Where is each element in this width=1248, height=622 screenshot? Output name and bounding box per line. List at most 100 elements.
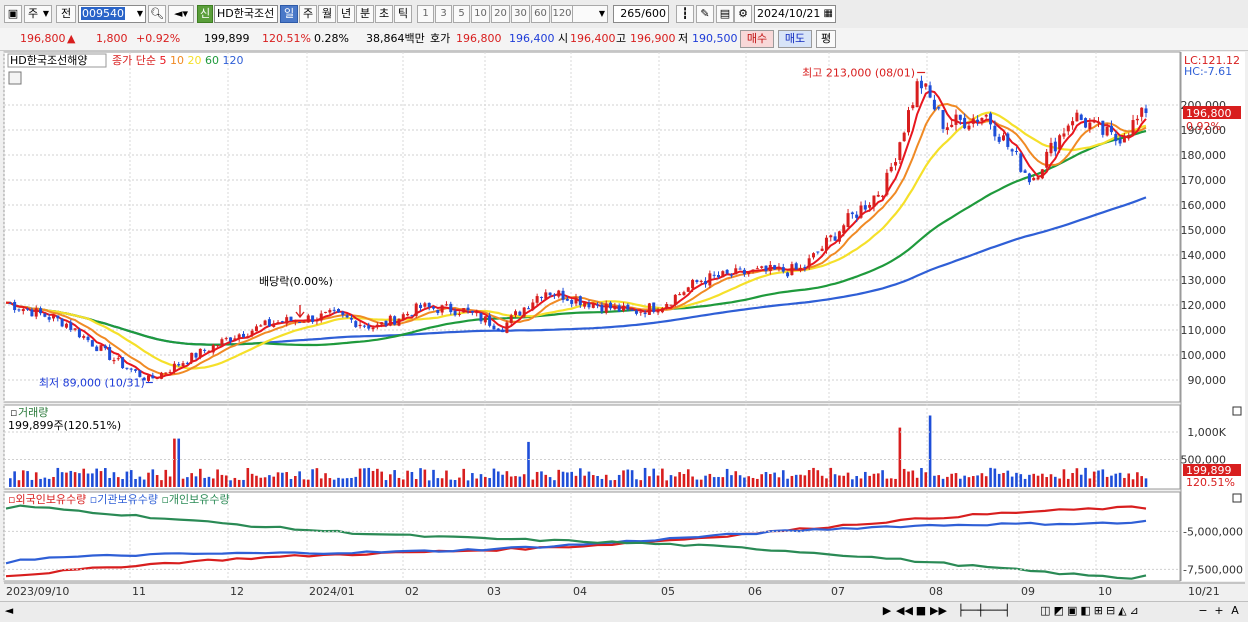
- volume-bar: [419, 468, 422, 487]
- zoom-slider[interactable]: ├──┼───┤: [957, 604, 1011, 617]
- sell-button[interactable]: 매도: [778, 30, 812, 48]
- interval-button[interactable]: 60: [531, 5, 550, 23]
- volume-bar: [984, 476, 988, 487]
- buy-button[interactable]: 매수: [740, 30, 774, 48]
- interval-button[interactable]: 20: [491, 5, 510, 23]
- candle-body: [242, 333, 245, 337]
- candle-body: [820, 248, 824, 251]
- date-input[interactable]: 2024/10/21 ▦: [754, 5, 836, 23]
- candle-body: [894, 162, 898, 166]
- bottom-scrollbar[interactable]: ◄ ▶ ◀◀ ■ ▶▶ ├──┼───┤ ◫◩▣◧⊞⊟◭⊿ − + A: [0, 601, 1248, 622]
- candle-body: [1084, 118, 1088, 128]
- timeframe-button[interactable]: 월: [318, 5, 336, 23]
- volume-bar: [298, 471, 301, 487]
- holdings-close-icon[interactable]: [1232, 493, 1242, 503]
- timeframe-button[interactable]: 일: [280, 5, 298, 23]
- volume-subtitle: 199,899주(120.51%): [8, 419, 121, 432]
- scroll-left-icon[interactable]: ◄: [4, 604, 14, 617]
- volume-bar: [380, 471, 383, 487]
- price-axis-tick: 190,000: [1181, 124, 1227, 137]
- candle-body: [1105, 126, 1109, 136]
- candle-body: [52, 315, 55, 319]
- interval-button[interactable]: 10: [471, 5, 490, 23]
- timeframe-button[interactable]: 분: [356, 5, 374, 23]
- stop-icon[interactable]: ■: [915, 604, 927, 617]
- chart-tools-icons[interactable]: ◫◩▣◧⊞⊟◭⊿: [1040, 604, 1142, 617]
- volume-bar: [99, 471, 103, 487]
- interval-button[interactable]: 120: [551, 5, 573, 23]
- count-input[interactable]: 265/600: [613, 5, 669, 23]
- rewind-icon[interactable]: ◀◀: [896, 604, 913, 617]
- volume-bar: [617, 474, 621, 487]
- interval-input[interactable]: ▼: [572, 5, 608, 23]
- volume-axis-tick: 1,000K: [1187, 426, 1226, 439]
- volume-bar: [756, 478, 759, 487]
- prev-button[interactable]: 전: [56, 5, 76, 23]
- volume-bar: [229, 480, 232, 487]
- change-percent: +0.92%: [136, 32, 181, 45]
- candle-body: [928, 85, 932, 98]
- candle-body: [539, 296, 543, 298]
- volume-bar: [613, 480, 617, 487]
- volume-bar: [682, 473, 686, 487]
- draw-tool-icon[interactable]: ✎: [696, 5, 714, 23]
- volume-bar: [1066, 478, 1070, 487]
- candle-body: [626, 304, 630, 310]
- candle-body: [531, 302, 535, 310]
- volume-bar: [885, 478, 889, 487]
- gear-icon[interactable]: ⚙: [734, 5, 752, 23]
- candle-body: [643, 313, 647, 315]
- candle-body: [924, 83, 928, 87]
- volume-bar: [56, 467, 60, 487]
- candle-body: [954, 114, 958, 125]
- holdings-legend-item: ▫기관보유수량: [90, 493, 162, 506]
- search-icon[interactable]: 🔍︎: [148, 5, 166, 23]
- candle-body: [932, 99, 936, 110]
- hc-label: HC:-7.61: [1184, 65, 1232, 78]
- timeframe-button[interactable]: 주: [299, 5, 317, 23]
- volume-bar: [69, 470, 73, 487]
- avg-button[interactable]: 평: [816, 30, 836, 48]
- candle-body: [669, 304, 673, 306]
- interval-button[interactable]: 3: [435, 5, 452, 23]
- zoom-out-icon[interactable]: −: [1198, 604, 1208, 617]
- timeframe-button[interactable]: 초: [375, 5, 393, 23]
- volume-bar: [777, 477, 781, 487]
- stock-chart[interactable]: 90,000 100,000 110,000 120,000 130,000 140,00…: [0, 50, 1248, 601]
- volume-bar: [643, 467, 647, 487]
- timeframe-button[interactable]: 틱: [394, 5, 412, 23]
- timeframe-button[interactable]: 년: [337, 5, 355, 23]
- interval-button[interactable]: 5: [453, 5, 470, 23]
- x-axis-tick: 09: [1021, 585, 1035, 598]
- candle-icon[interactable]: ┇: [676, 5, 694, 23]
- speaker-icon[interactable]: ◄▾: [168, 5, 194, 23]
- volume-bar: [358, 468, 362, 487]
- zoom-in-icon[interactable]: +: [1214, 604, 1224, 617]
- candle-body: [254, 326, 258, 332]
- volume-close-icon[interactable]: [1232, 406, 1242, 416]
- candle-body: [881, 195, 885, 197]
- chart-window-icon[interactable]: ▣: [4, 5, 22, 23]
- candle-body: [691, 279, 695, 289]
- table-icon[interactable]: [8, 71, 22, 85]
- interval-button[interactable]: 30: [511, 5, 530, 23]
- play-icon[interactable]: ▶: [882, 604, 892, 617]
- volume-bar: [648, 476, 651, 487]
- volume-bar: [807, 470, 811, 487]
- candle-body: [1118, 138, 1122, 144]
- save-icon[interactable]: ▤: [716, 5, 734, 23]
- candle-body: [980, 117, 984, 121]
- interval-button[interactable]: 1: [417, 5, 434, 23]
- candle-body: [812, 253, 815, 258]
- fast-forward-icon[interactable]: ▶▶: [930, 604, 947, 617]
- calendar-icon[interactable]: ▦: [823, 8, 833, 19]
- stock-code-input[interactable]: 009540 ▼: [78, 5, 146, 23]
- volume-bar: [561, 471, 565, 487]
- price-axis-tick: 150,000: [1181, 224, 1227, 237]
- text-size-icon[interactable]: A: [1231, 604, 1239, 617]
- candle-body: [116, 358, 120, 360]
- candle-body: [432, 306, 435, 309]
- candle-body: [682, 292, 686, 295]
- volume-bar: [453, 480, 457, 487]
- period-select[interactable]: 주 ▼: [24, 5, 52, 23]
